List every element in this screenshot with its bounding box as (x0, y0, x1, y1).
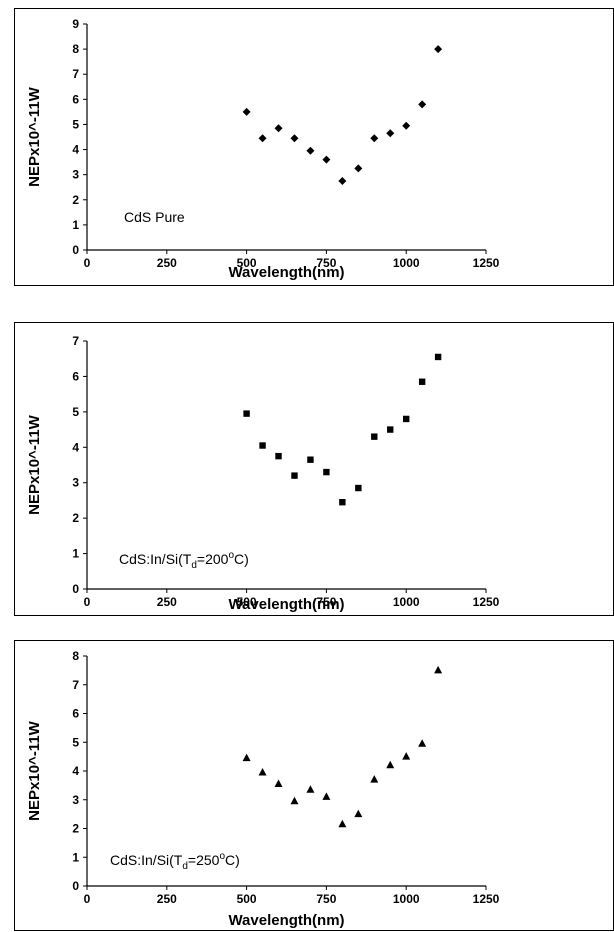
y-tick-label: 7 (72, 334, 79, 348)
series-annotation: CdS Pure (124, 209, 185, 225)
y-tick-label: 0 (72, 582, 79, 596)
x-tick-label: 1000 (393, 892, 420, 906)
y-tick-label: 0 (72, 243, 79, 257)
data-point (290, 796, 299, 805)
data-point (274, 124, 283, 133)
data-point (307, 456, 314, 463)
y-tick-label: 4 (72, 764, 79, 778)
data-point (434, 45, 443, 54)
data-point (386, 129, 395, 138)
y-axis-title: NEPx10^-11W (26, 86, 43, 186)
data-point (275, 452, 282, 460)
data-point (322, 155, 331, 164)
y-tick-label: 2 (72, 511, 79, 525)
y-tick-label: 4 (72, 440, 79, 454)
data-point (418, 739, 427, 747)
x-tick-label: 0 (84, 892, 91, 906)
y-tick-label: 7 (72, 67, 79, 81)
x-axis-title: Wavelength(nm) (228, 264, 344, 281)
data-point (355, 484, 362, 492)
data-point (338, 176, 347, 185)
y-axis-title: NEPx10^-11W (26, 720, 43, 820)
y-tick-label: 1 (72, 850, 79, 864)
y-tick-label: 5 (72, 405, 79, 419)
data-point (290, 134, 299, 143)
data-point (418, 378, 426, 385)
data-point (403, 415, 410, 423)
y-tick-label: 8 (72, 42, 79, 56)
x-tick-label: 250 (157, 595, 177, 609)
x-tick-label: 1000 (393, 595, 420, 609)
x-tick-label: 250 (157, 256, 177, 270)
chart-panel-3: 0 1 2 3 4 5 6 7 8 0 250 500 750 1000 1250 Wavelength(nm… (14, 640, 614, 931)
data-point (258, 767, 267, 776)
data-point (322, 792, 331, 800)
x-tick-label: 250 (157, 892, 177, 906)
data-point (243, 410, 250, 417)
data-point (371, 433, 378, 440)
x-tick-label: 500 (237, 595, 257, 609)
y-tick-label: 1 (72, 218, 79, 232)
data-point (354, 809, 363, 818)
chart-panel-1: 0 1 2 3 4 5 6 7 8 9 0 250 500 750 1000 1250 Wavelength(n… (14, 8, 614, 286)
y-tick-label: 5 (72, 117, 79, 131)
data-point (242, 107, 251, 116)
data-point (274, 779, 283, 787)
y-tick-label: 3 (72, 476, 79, 490)
data-point (291, 472, 298, 479)
y-tick-label: 7 (72, 678, 79, 692)
chart-1-svg: 0 1 2 3 4 5 6 7 8 9 0 250 500 750 1000 1250 Wavelength(n… (26, 17, 500, 281)
x-tick-label: 1250 (473, 892, 500, 906)
x-tick-label: 0 (84, 256, 91, 270)
x-tick-label: 500 (237, 892, 257, 906)
y-tick-label: 8 (72, 649, 79, 663)
y-tick-label: 2 (72, 193, 79, 207)
x-tick-label: 1000 (393, 256, 420, 270)
x-tick-label: 0 (84, 595, 91, 609)
y-tick-label: 6 (72, 92, 79, 106)
y-tick-label: 3 (72, 168, 79, 182)
x-tick-label: 750 (316, 256, 336, 270)
data-point (370, 775, 379, 783)
data-point (323, 468, 330, 476)
data-point (418, 100, 427, 109)
y-tick-label: 1 (72, 547, 79, 561)
y-tick-label: 3 (72, 793, 79, 807)
data-point (339, 499, 346, 506)
x-tick-label: 750 (316, 892, 336, 906)
y-tick-label: 6 (72, 369, 79, 383)
x-axis-title: Wavelength(nm) (228, 596, 344, 613)
data-point (402, 752, 411, 760)
x-axis-title: Wavelength(nm) (228, 912, 344, 929)
data-point (434, 353, 442, 361)
data-point (370, 134, 379, 143)
x-tick-label: 500 (237, 256, 257, 270)
chart-panel-2: 0 1 2 3 4 5 6 7 0 250 500 750 1000 1250 Wavelength(nm)… (14, 322, 614, 616)
series-annotation: CdS:In/Si(Td=200oC) (119, 550, 249, 571)
data-point (306, 785, 315, 793)
y-tick-label: 4 (72, 143, 79, 157)
y-tick-label: 9 (72, 17, 79, 31)
x-tick-label: 1250 (473, 256, 500, 270)
x-tick-label: 1250 (473, 595, 500, 609)
data-point (306, 146, 315, 155)
data-point (354, 164, 363, 173)
y-axis-title: NEPx10^-11W (26, 414, 43, 514)
data-point (434, 665, 443, 674)
data-point (387, 426, 394, 433)
data-point (338, 819, 347, 828)
series-annotation: CdS:In/Si(Td=250oC) (110, 851, 240, 872)
data-point (242, 753, 251, 762)
chart-2-svg: 0 1 2 3 4 5 6 7 0 250 500 750 1000 1250 Wavelength(nm)… (26, 334, 500, 613)
chart-3-svg: 0 1 2 3 4 5 6 7 8 0 250 500 750 1000 1250 Wavelength(nm… (26, 649, 500, 929)
y-tick-label: 6 (72, 707, 79, 721)
x-tick-label: 750 (316, 595, 336, 609)
data-point (258, 134, 267, 143)
data-point (259, 442, 266, 449)
data-point (386, 760, 395, 769)
y-tick-label: 0 (72, 879, 79, 893)
data-point (402, 121, 411, 130)
y-tick-label: 2 (72, 822, 79, 836)
y-tick-label: 5 (72, 735, 79, 749)
